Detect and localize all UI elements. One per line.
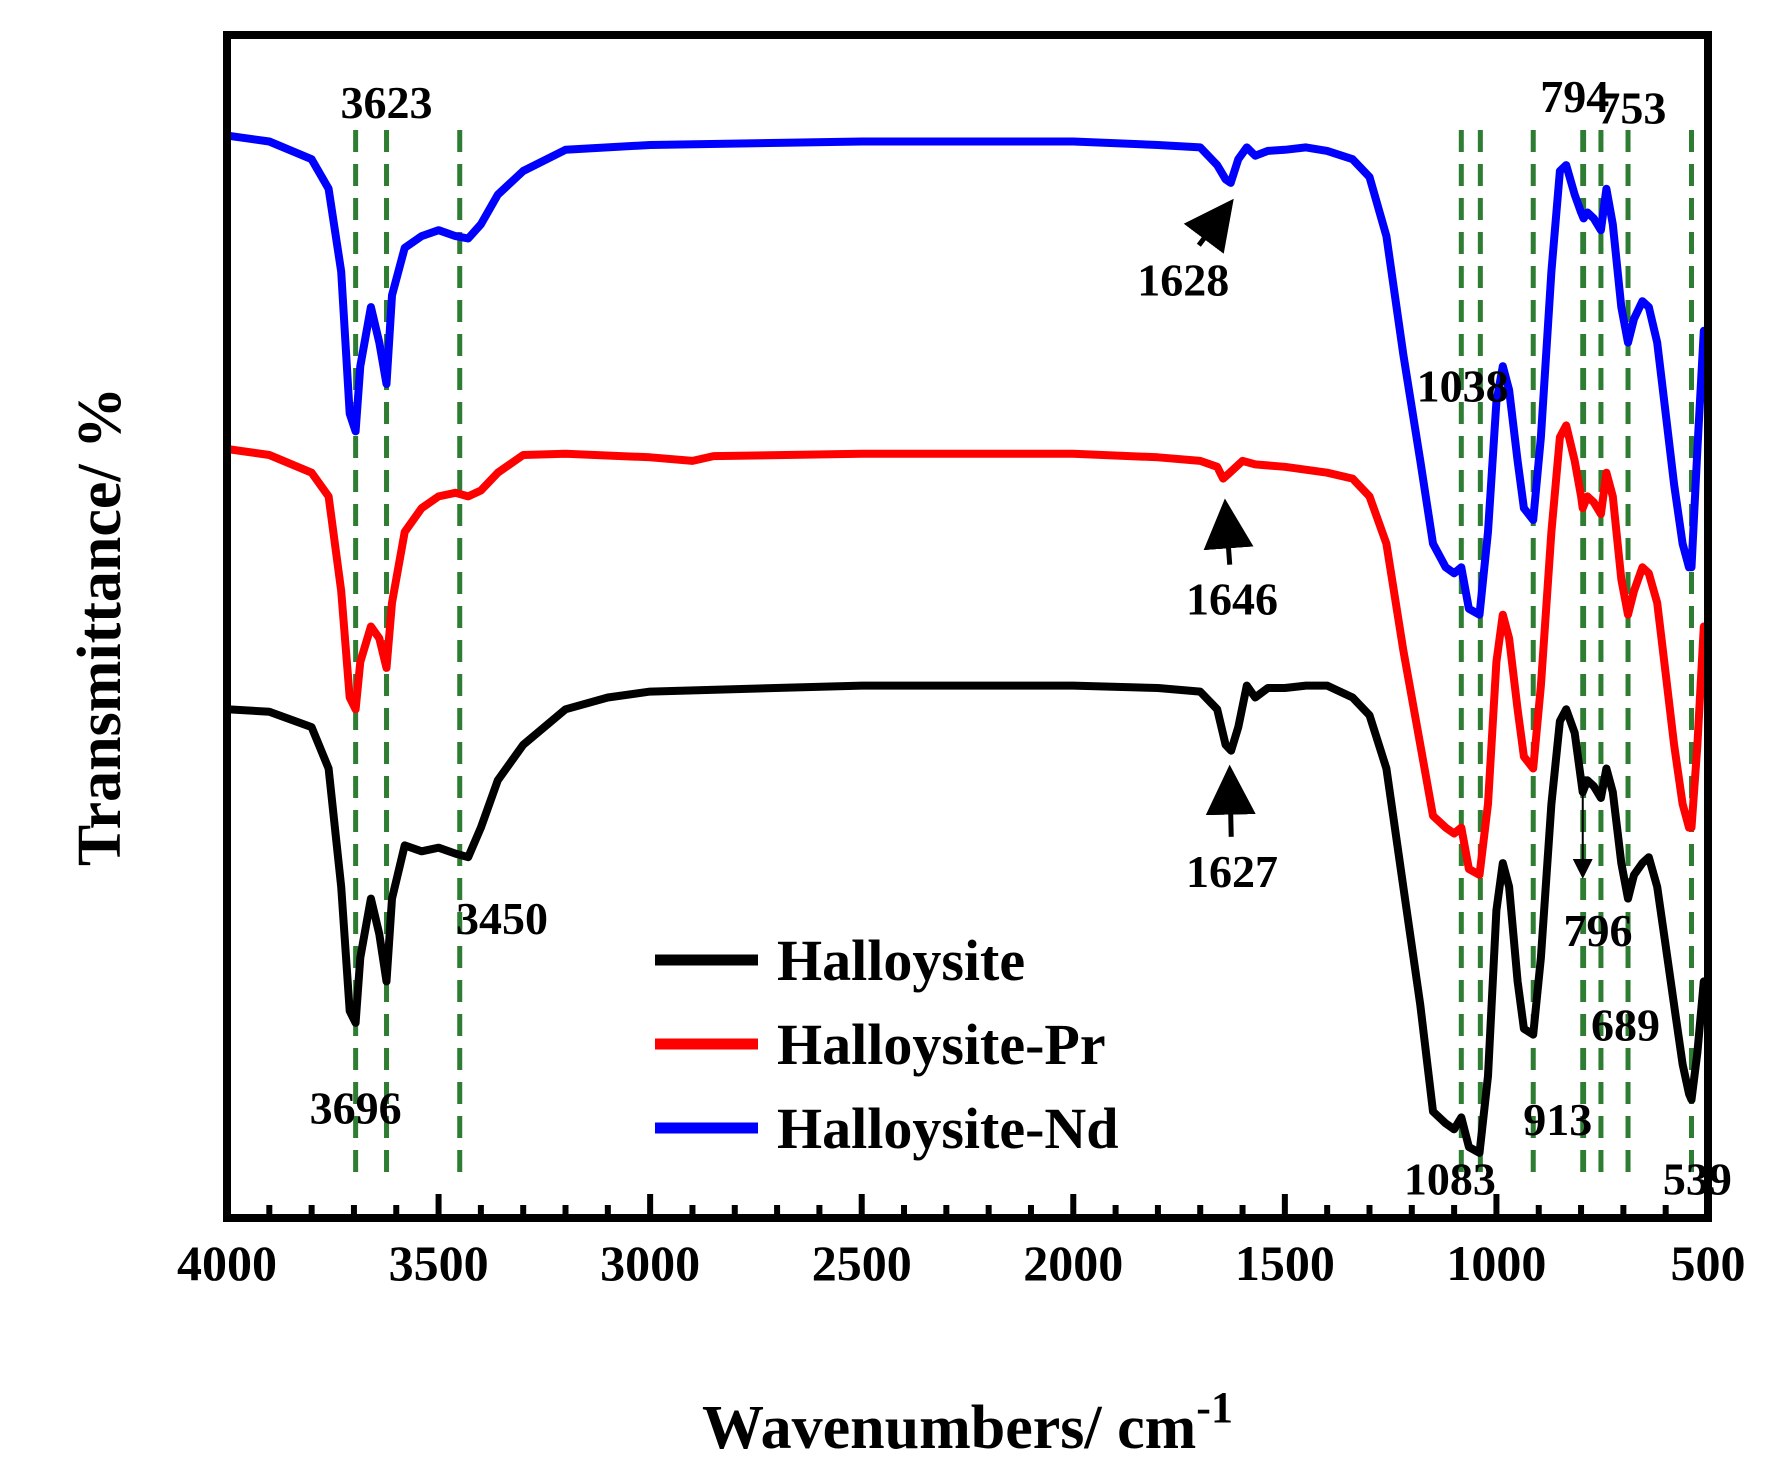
x-axis-title-text: Wavenumbers/ cm bbox=[702, 1394, 1196, 1462]
annotation-796: 796 bbox=[1563, 905, 1632, 956]
y-axis-title: Transmittance/ % bbox=[66, 387, 134, 866]
x-axis-ticks bbox=[224, 1194, 1711, 1218]
x-tick-label-2000: 2000 bbox=[1023, 1235, 1123, 1291]
annotation-753: 753 bbox=[1597, 83, 1666, 134]
legend-label-halloysite-pr: Halloysite-Pr bbox=[777, 1012, 1106, 1077]
x-tick-label-1000: 1000 bbox=[1446, 1235, 1546, 1291]
series-line-halloysite-nd bbox=[223, 131, 1708, 619]
annotation-arrow-1627 bbox=[1205, 764, 1256, 837]
annotation-1627: 1627 bbox=[1186, 846, 1278, 897]
annotation-arrow-1628 bbox=[1183, 198, 1234, 254]
annotation-3450: 3450 bbox=[456, 893, 548, 944]
annotation-1083: 1083 bbox=[1404, 1153, 1496, 1204]
annotation-arrow-1646 bbox=[1203, 498, 1254, 565]
x-tick-label-3000: 3000 bbox=[600, 1235, 700, 1291]
annotation-3623: 3623 bbox=[341, 77, 433, 128]
legend-label-halloysite-nd: Halloysite-Nd bbox=[777, 1096, 1119, 1161]
series-line-halloysite bbox=[223, 681, 1708, 1157]
x-tick-label-3500: 3500 bbox=[389, 1235, 489, 1291]
annotation-1628: 1628 bbox=[1137, 254, 1229, 305]
x-axis-tick-labels: 4000 3500 3000 2500 2000 1500 1000 500 bbox=[177, 1235, 1746, 1291]
x-axis-title: Wavenumbers/ cm-1 bbox=[702, 1383, 1233, 1462]
x-tick-label-500: 500 bbox=[1671, 1235, 1746, 1291]
x-tick-label-4000: 4000 bbox=[177, 1235, 277, 1291]
series-line-halloysite-pr bbox=[223, 421, 1708, 879]
annotation-3696: 3696 bbox=[310, 1082, 402, 1133]
annotation-1038: 1038 bbox=[1417, 361, 1509, 412]
x-tick-label-1500: 1500 bbox=[1235, 1235, 1335, 1291]
x-axis-title-superscript: -1 bbox=[1196, 1383, 1233, 1432]
x-tick-label-2500: 2500 bbox=[812, 1235, 912, 1291]
annotation-539: 539 bbox=[1663, 1153, 1732, 1204]
annotation-arrows bbox=[1183, 198, 1593, 879]
peak-annotations: 3623 3696 3450 1628 1646 1627 1038 1083 913 79475… bbox=[310, 71, 1732, 1204]
legend: Halloysite Halloysite-Pr Halloysite-Nd bbox=[655, 928, 1119, 1161]
plot-frame bbox=[223, 31, 1712, 1222]
annotation-794: 794 bbox=[1540, 71, 1609, 122]
annotation-689: 689 bbox=[1591, 1000, 1660, 1051]
annotation-913: 913 bbox=[1523, 1094, 1592, 1145]
series-layer bbox=[223, 131, 1708, 1157]
legend-label-halloysite: Halloysite bbox=[777, 928, 1025, 993]
annotation-1646: 1646 bbox=[1186, 574, 1278, 625]
